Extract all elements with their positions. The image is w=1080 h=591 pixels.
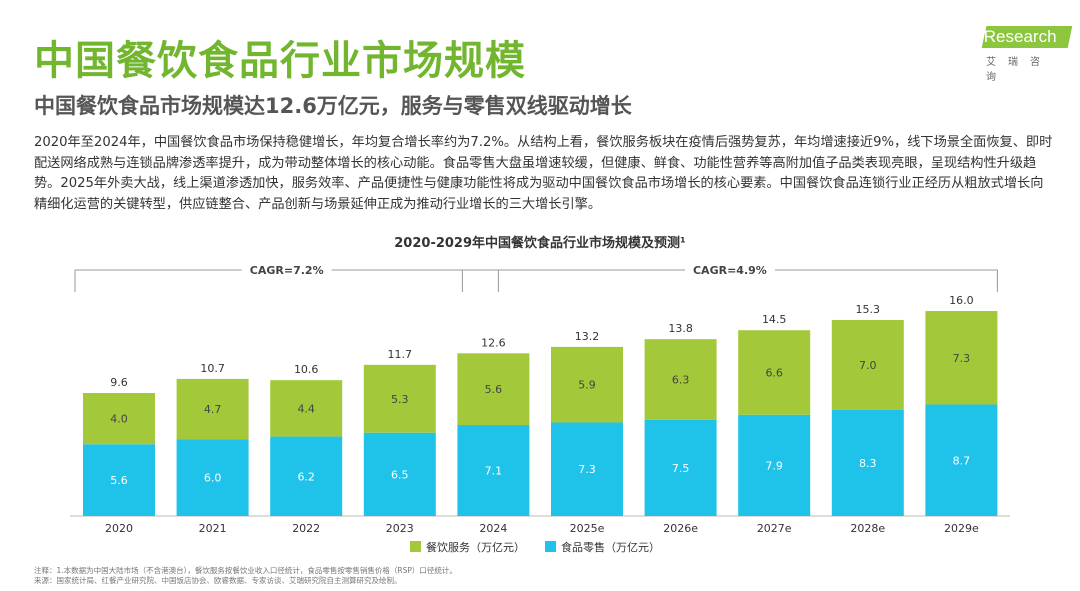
bar-food-retail: [925, 404, 998, 516]
bar-food-retail: [176, 439, 249, 516]
bar-value-label: 8.3: [859, 457, 877, 470]
x-tick-label: 2020: [105, 522, 133, 535]
bar-food-retail: [644, 419, 717, 516]
total-label: 14.5: [762, 313, 787, 326]
x-tick-label: 2025e: [570, 522, 605, 535]
bar-food-service: [83, 393, 155, 445]
bar-food-service: [738, 330, 811, 415]
bar-food-service: [457, 353, 530, 426]
x-tick-label: 2026e: [663, 522, 698, 535]
legend-label: 食品零售（万亿元）: [561, 540, 660, 554]
total-label: 11.7: [388, 348, 413, 361]
total-label: 13.8: [668, 322, 693, 335]
bar-value-label: 6.0: [204, 472, 222, 485]
bar-value-label: 7.9: [765, 459, 783, 472]
bar-food-service: [363, 364, 436, 433]
x-tick-label: 2028e: [850, 522, 885, 535]
bar-value-label: 7.3: [578, 463, 596, 476]
chart-title: 2020-2029年中国餐饮食品行业市场规模及预测¹: [394, 236, 686, 251]
total-label: 16.0: [949, 294, 974, 307]
bar-food-service: [176, 378, 249, 440]
cagr-bracket: [461, 269, 998, 292]
bar-food-retail: [551, 422, 623, 516]
bar-value-label: 6.5: [391, 468, 409, 481]
x-tick-label: 2021: [199, 522, 227, 535]
x-tick-label: 2024: [479, 522, 507, 535]
bar-value-label: 8.7: [953, 454, 971, 467]
total-label: 15.3: [856, 303, 881, 316]
x-tick-label: 2022: [292, 522, 320, 535]
logo-cn: 艾瑞咨询: [986, 57, 1052, 83]
bar-value-label: 7.1: [485, 465, 503, 478]
total-label: 10.7: [200, 362, 225, 375]
bar-food-service: [551, 346, 623, 423]
bar-food-service: [925, 311, 998, 405]
page-title: 中国餐饮食品行业市场规模: [34, 38, 526, 84]
cagr-label: CAGR=4.9%: [693, 264, 767, 277]
bar-food-retail: [457, 425, 530, 516]
bar-value-label: 5.6: [110, 474, 128, 487]
summary-paragraph: 2020年至2024年，中国餐饮食品市场保持稳健增长，年均复合增长率约为7.2%…: [34, 135, 1053, 212]
bar-value-label: 5.6: [485, 383, 503, 396]
x-tick-label: 2029e: [944, 522, 979, 535]
bar-value-label: 6.2: [297, 470, 315, 483]
bar-food-retail: [363, 432, 436, 516]
bar-food-retail: [270, 436, 343, 516]
iresearch-logo: iResearch 艾瑞咨询: [978, 26, 1073, 83]
bar-value-label: 6.3: [672, 374, 690, 387]
bar-value-label: 4.4: [297, 402, 315, 415]
cagr-label: CAGR=7.2%: [250, 264, 324, 277]
bar-value-label: 6.6: [765, 367, 783, 380]
total-label: 9.6: [110, 376, 128, 389]
legend-swatch: [545, 541, 556, 552]
total-label: 12.6: [481, 336, 506, 349]
bar-food-retail: [738, 414, 811, 516]
total-label: 13.2: [575, 330, 600, 343]
source-text: 来源：国家统计局、红餐产业研究院、中国饭店协会、欧睿数据、专家访谈、艾瑞研究院自…: [34, 576, 402, 585]
bar-value-label: 7.5: [672, 462, 690, 475]
x-tick-label: 2027e: [757, 522, 792, 535]
bar-value-label: 4.7: [204, 403, 222, 416]
bar-food-service: [831, 319, 904, 410]
logo-text: iResearch: [980, 27, 1057, 46]
x-tick-label: 2023: [386, 522, 414, 535]
bar-food-service: [270, 380, 343, 437]
bar-food-retail: [831, 409, 904, 516]
bar-food-service: [644, 339, 717, 420]
bar-value-label: 7.3: [953, 352, 971, 365]
bar-value-label: 5.9: [578, 379, 596, 392]
bar-value-label: 4.0: [110, 413, 128, 426]
footnotes: 注释：1.本数据为中国大陆市场（不含港澳台），餐饮服务按餐饮业收入口径统计，食品…: [34, 566, 457, 586]
page-subtitle: 中国餐饮食品市场规模达12.6万亿元，服务与零售双线驱动增长: [34, 94, 632, 118]
bar-food-retail: [83, 444, 155, 516]
legend-label: 餐饮服务（万亿元）: [426, 540, 525, 554]
bar-value-label: 5.3: [391, 393, 409, 406]
total-label: 10.6: [294, 363, 319, 376]
note-text: 注释：1.本数据为中国大陆市场（不含港澳台），餐饮服务按餐饮业收入口径统计，食品…: [34, 566, 457, 575]
legend-swatch: [410, 541, 421, 552]
bar-value-label: 7.0: [859, 359, 877, 372]
